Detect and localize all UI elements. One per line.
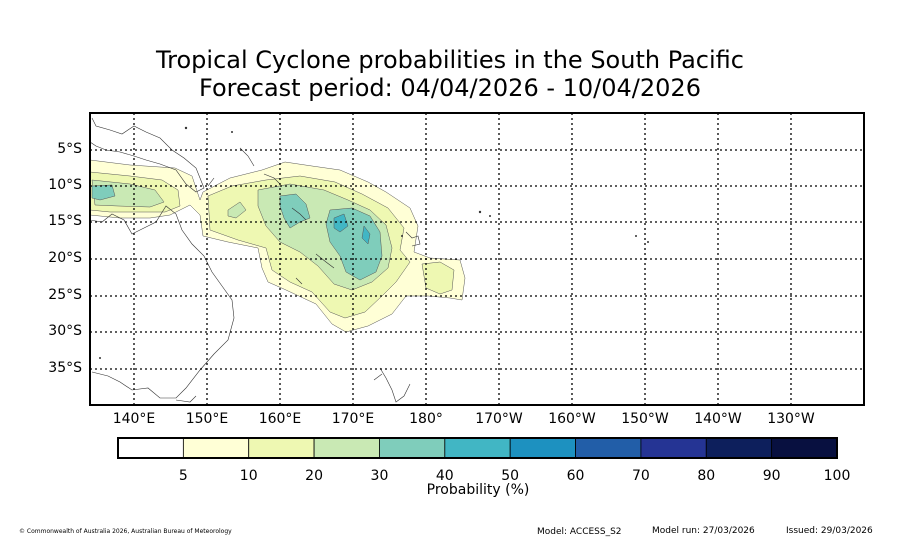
lon-label-140w: 140°W — [694, 411, 742, 427]
lat-label-30s: 30°S — [48, 323, 82, 339]
issued-date: Issued: 29/03/2026 — [786, 526, 873, 536]
lon-label-150w: 150°W — [621, 411, 669, 427]
colorbar-tick-label: 5 — [178, 468, 188, 484]
colorbar-segment — [117, 437, 184, 459]
lat-label-10s: 10°S — [48, 177, 82, 193]
lon-label-170w: 170°W — [475, 411, 523, 427]
colorbar-tick-label: 80 — [697, 468, 716, 484]
lat-label-25s: 25°S — [48, 287, 82, 303]
colorbar-segment — [248, 437, 315, 459]
coastlines — [90, 117, 421, 403]
lon-label-150e: 150°E — [185, 411, 229, 427]
colorbar-tick-label: 10 — [239, 468, 258, 484]
copyright-text: © Commonwealth of Australia 2026, Austra… — [19, 528, 232, 535]
colorbar-segment — [640, 437, 707, 459]
colorbar-segment — [313, 437, 380, 459]
colorbar-tick-label: 50 — [501, 468, 520, 484]
lat-gridlines — [90, 149, 864, 370]
lat-label-5s: 5°S — [57, 141, 82, 157]
small-islands — [99, 126, 649, 359]
lat-label-20s: 20°S — [48, 250, 82, 266]
lon-gridlines — [133, 113, 792, 405]
lon-label-180: 180° — [409, 411, 443, 427]
colorbar-tick-label: 40 — [435, 468, 454, 484]
lon-label-130w: 130°W — [767, 411, 815, 427]
model-run-date: Model run: 27/03/2026 — [652, 526, 755, 536]
colorbar-tick-label: 90 — [762, 468, 781, 484]
lon-label-160w: 160°W — [548, 411, 596, 427]
colorbar-tick-label: 30 — [370, 468, 389, 484]
colorbar-frame — [117, 437, 838, 459]
colorbar-segment — [379, 437, 446, 459]
colorbar-tick-label: 60 — [566, 468, 585, 484]
colorbar-segment — [575, 437, 642, 459]
colorbar-segment — [509, 437, 576, 459]
chart-title-line1: Tropical Cyclone probabilities in the So… — [156, 46, 744, 74]
probability-40-50-area — [333, 213, 371, 245]
colorbar-tick-label: 20 — [305, 468, 323, 484]
lon-label-140e: 140°E — [112, 411, 156, 427]
map-frame — [89, 112, 865, 406]
model-name: Model: ACCESS_S2 — [537, 527, 622, 537]
lat-label-15s: 15°S — [48, 213, 82, 229]
chart-title-line2: Forecast period: 04/04/2026 - 10/04/2026 — [199, 74, 701, 102]
colorbar-segment — [182, 437, 250, 459]
colorbar-segment — [705, 437, 773, 459]
colorbar-tick-label: 100 — [823, 468, 851, 484]
colorbar-tick-label: 70 — [631, 468, 650, 484]
lon-label-170e: 170°E — [331, 411, 375, 427]
colorbar-segment — [771, 437, 838, 459]
colorbar-segment — [444, 437, 511, 459]
colorbar — [117, 437, 838, 459]
lon-label-160e: 160°E — [258, 411, 302, 427]
colorbar-label: Probability (%) — [426, 482, 530, 498]
lat-label-35s: 35°S — [48, 360, 82, 376]
